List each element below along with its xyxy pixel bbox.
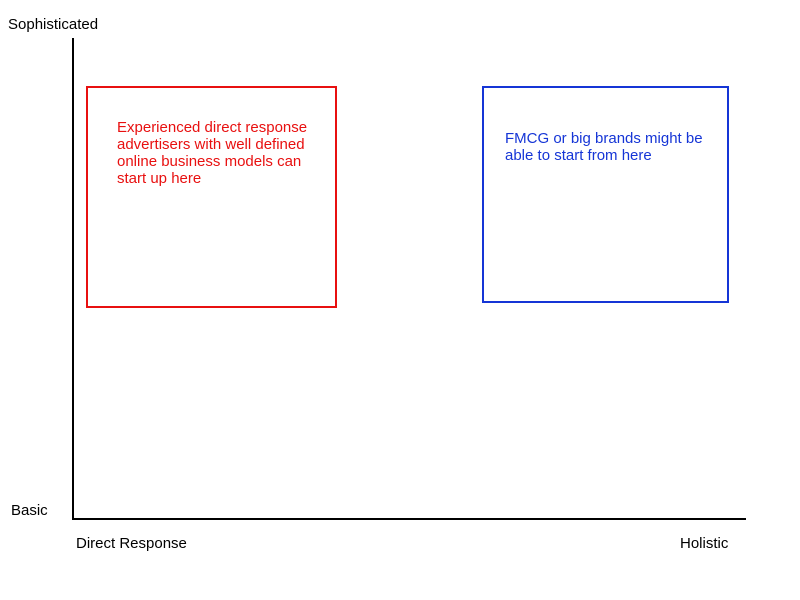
x-axis-right-label: Holistic (680, 535, 729, 552)
x-axis-left-label: Direct Response (76, 535, 187, 552)
direct-response-quadrant-text: Experienced direct response advertisers … (117, 119, 308, 187)
y-axis-line (72, 38, 74, 520)
direct-response-quadrant-box: Experienced direct response advertisers … (86, 86, 337, 308)
holistic-quadrant-text: FMCG or big brands might be able to star… (505, 130, 703, 164)
y-axis-top-label: Sophisticated (8, 16, 99, 33)
x-axis-line (72, 518, 746, 520)
y-axis-bottom-label: Basic (11, 502, 48, 519)
holistic-quadrant-box: FMCG or big brands might be able to star… (482, 86, 729, 303)
